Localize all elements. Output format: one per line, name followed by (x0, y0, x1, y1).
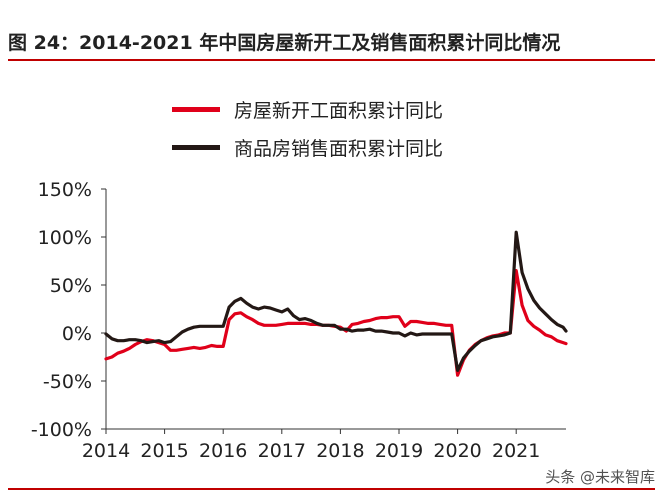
footer-rule (8, 488, 655, 490)
legend-label-starts: 房屋新开工面积累计同比 (234, 99, 444, 122)
legend-item-sales: 商品房销售面积累计同比 (172, 128, 443, 166)
chart-series (104, 230, 568, 377)
x-tick-label: 2016 (199, 440, 247, 462)
legend-item-starts: 房屋新开工面积累计同比 (172, 90, 443, 128)
legend: 房屋新开工面积累计同比 商品房销售面积累计同比 (172, 90, 443, 166)
x-tick-label: 2015 (140, 440, 188, 462)
chart-axes: 150% 100% 50% 0% -50% -100%2014 2015 2016 2017 20… (31, 179, 566, 462)
y-tick-label: -50% (43, 371, 92, 393)
x-tick-label: 2021 (492, 440, 540, 462)
y-tick-label: 150% (38, 179, 92, 201)
x-tick-label: 2014 (82, 440, 130, 462)
figure-title: 图 24：2014-2021 年中国房屋新开工及销售面积累计同比情况 (8, 32, 561, 54)
x-tick-label: 2019 (375, 440, 423, 462)
title-rule (8, 59, 655, 61)
x-tick-label: 2018 (316, 440, 364, 462)
x-tick-label: 2020 (433, 440, 481, 462)
y-tick-label: 50% (50, 275, 92, 297)
legend-swatch-red (172, 106, 220, 112)
y-tick-label: -100% (31, 419, 92, 441)
x-tick-label: 2017 (258, 440, 306, 462)
legend-swatch-black (172, 144, 220, 150)
watermark: 头条 @未来智库 (545, 468, 655, 486)
y-tick-label: 0% (62, 323, 92, 345)
y-tick-label: 100% (38, 227, 92, 249)
series-line-1 (104, 269, 568, 377)
series-line-2 (104, 230, 568, 372)
legend-label-sales: 商品房销售面积累计同比 (234, 137, 444, 160)
